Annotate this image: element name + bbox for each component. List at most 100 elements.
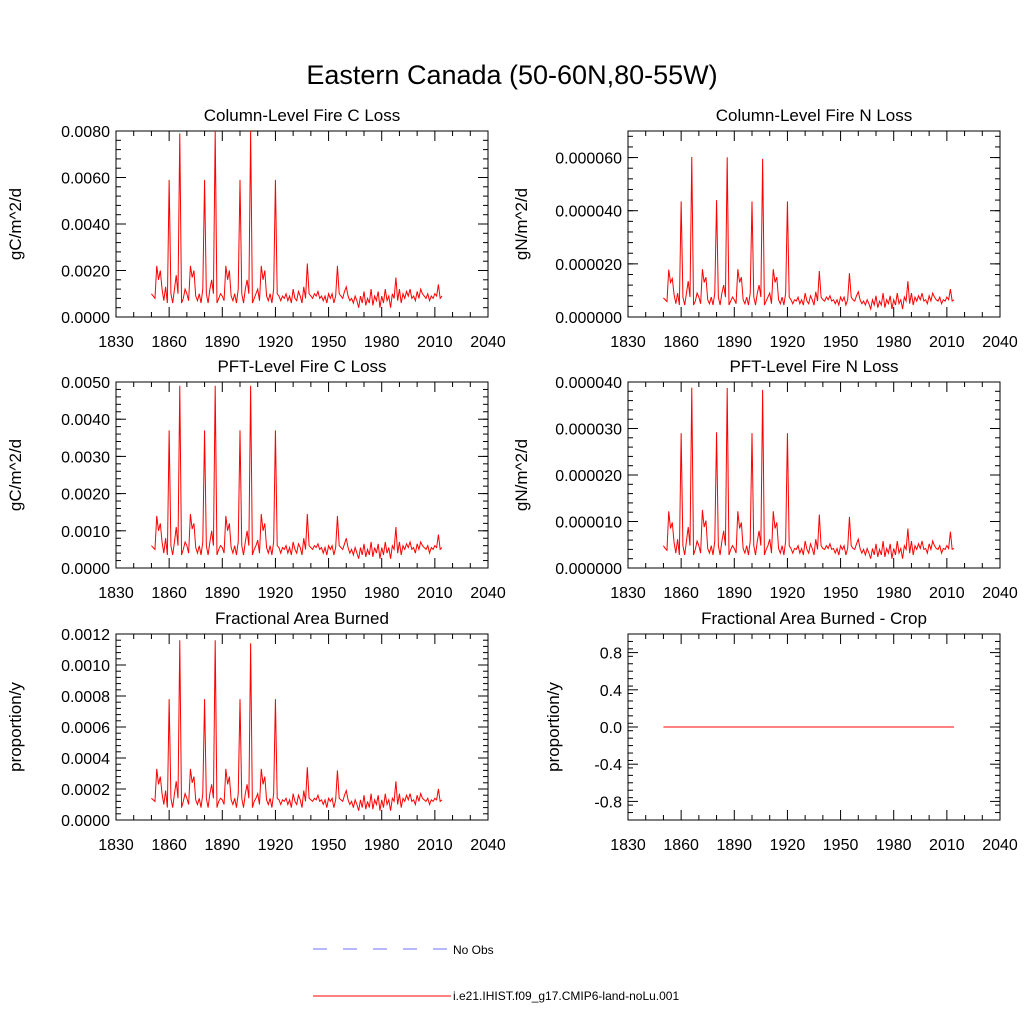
series-line <box>151 130 443 308</box>
x-tick-label: 1980 <box>364 837 400 854</box>
panel-1: Column-Level Fire C Loss gC/m^2/d 1830 1860… <box>6 106 506 351</box>
y-tick-label: 0.4 <box>600 683 622 700</box>
x-tick-label: 1920 <box>770 334 806 351</box>
x-tick-label: 1890 <box>716 837 752 854</box>
plot-frame <box>115 130 489 318</box>
x-tick-label: 2010 <box>929 334 965 351</box>
y-tick-label: -0.8 <box>594 794 622 811</box>
series-line <box>151 640 443 811</box>
panel-5: Fractional Area Burned proportion/y 1830 18… <box>6 609 506 854</box>
y-tick-label: 0.0010 <box>61 524 110 541</box>
x-tick-label: 1830 <box>610 837 646 854</box>
x-tick-label: 1920 <box>258 334 294 351</box>
panel-3: PFT-Level Fire C Loss gC/m^2/d 1830 1860 189… <box>6 357 506 602</box>
y-tick-label: 0.0000 <box>61 561 110 578</box>
x-tick-label: 1830 <box>610 585 646 602</box>
panel-title: Fractional Area Burned <box>215 609 389 628</box>
y-tick-label: 0.000060 <box>555 151 622 168</box>
plot-frame <box>115 633 489 821</box>
series-line <box>663 387 955 559</box>
x-tick-label: 1950 <box>311 837 347 854</box>
legend-label-no-obs: No Obs <box>453 943 494 957</box>
y-tick-label: -0.4 <box>594 757 622 774</box>
panel-2: Column-Level Fire N Loss gN/m^2/d 1830 1860… <box>512 106 1018 351</box>
y-tick-label: 0.0012 <box>61 627 110 644</box>
series-line <box>663 157 955 312</box>
plot-frame <box>627 381 1001 569</box>
x-tick-label: 1860 <box>151 334 187 351</box>
y-tick-label: 0.0060 <box>61 171 110 188</box>
x-tick-label: 1950 <box>823 837 859 854</box>
legend: No Obs i.e21.IHIST.f09_g17.CMIP6-land-no… <box>313 943 679 1003</box>
y-axis-label: gC/m^2/d <box>6 439 25 511</box>
x-tick-label: 1830 <box>98 585 134 602</box>
y-tick-label: 0.0050 <box>61 375 110 392</box>
y-tick-label: 0.0080 <box>61 124 110 141</box>
x-tick-label: 1920 <box>258 585 294 602</box>
y-tick-label: 0.0010 <box>61 658 110 675</box>
y-tick-label: 0.0030 <box>61 449 110 466</box>
figure-title: Eastern Canada (50-60N,80-55W) <box>306 60 717 90</box>
x-tick-label: 1980 <box>876 837 912 854</box>
x-tick-label: 2040 <box>982 837 1018 854</box>
panel-title: PFT-Level Fire C Loss <box>217 357 386 376</box>
y-axis-label: gN/m^2/d <box>512 188 531 260</box>
y-tick-label: 0.000000 <box>555 561 622 578</box>
y-tick-label: 0.0040 <box>61 217 110 234</box>
panel-title: Column-Level Fire N Loss <box>716 106 913 125</box>
x-tick-label: 2040 <box>470 334 506 351</box>
x-tick-label: 1950 <box>823 334 859 351</box>
y-tick-label: 0.0002 <box>61 782 110 799</box>
y-tick-label: 0.000020 <box>555 257 622 274</box>
panel-title: Column-Level Fire C Loss <box>204 106 401 125</box>
x-tick-label: 2010 <box>929 837 965 854</box>
x-tick-label: 1830 <box>98 837 134 854</box>
x-tick-label: 1920 <box>258 837 294 854</box>
panel-title: PFT-Level Fire N Loss <box>729 357 898 376</box>
y-tick-label: 0.000040 <box>555 204 622 221</box>
y-tick-label: 0.000040 <box>555 375 622 392</box>
panel-title: Fractional Area Burned - Crop <box>701 609 927 628</box>
panels: Column-Level Fire C Loss gC/m^2/d 1830 1860… <box>6 106 1018 854</box>
x-tick-label: 2010 <box>929 585 965 602</box>
x-tick-label: 1980 <box>876 585 912 602</box>
x-tick-label: 1890 <box>204 334 240 351</box>
x-tick-label: 2010 <box>417 585 453 602</box>
x-tick-label: 2040 <box>470 837 506 854</box>
y-tick-label: 0.0040 <box>61 412 110 429</box>
x-tick-label: 1890 <box>204 585 240 602</box>
y-tick-label: 0.000030 <box>555 422 622 439</box>
y-tick-label: 0.0 <box>600 720 622 737</box>
series-line <box>151 385 443 559</box>
y-tick-label: 0.0004 <box>61 751 110 768</box>
x-tick-label: 1860 <box>151 837 187 854</box>
x-tick-label: 1830 <box>610 334 646 351</box>
x-tick-label: 1950 <box>311 585 347 602</box>
x-tick-label: 2040 <box>982 334 1018 351</box>
y-axis-label: proportion/y <box>544 682 563 772</box>
x-tick-label: 1890 <box>716 585 752 602</box>
x-tick-label: 1950 <box>823 585 859 602</box>
y-tick-label: 0.8 <box>600 646 622 663</box>
x-tick-label: 2010 <box>417 334 453 351</box>
x-tick-label: 1890 <box>204 837 240 854</box>
panel-6: Fractional Area Burned - Crop proportion/… <box>544 609 1018 854</box>
x-tick-label: 1890 <box>716 334 752 351</box>
x-tick-label: 1860 <box>151 585 187 602</box>
x-tick-label: 1980 <box>364 585 400 602</box>
y-axis-label: gN/m^2/d <box>512 439 531 511</box>
legend-label-model-run: i.e21.IHIST.f09_g17.CMIP6-land-noLu.001 <box>453 989 679 1003</box>
x-tick-label: 1860 <box>663 837 699 854</box>
plot-frame <box>627 130 1001 318</box>
y-axis-label: gC/m^2/d <box>6 188 25 260</box>
y-tick-label: 0.0000 <box>61 813 110 830</box>
y-tick-label: 0.0020 <box>61 487 110 504</box>
x-tick-label: 1920 <box>770 837 806 854</box>
x-tick-label: 1860 <box>663 334 699 351</box>
y-tick-label: 0.000010 <box>555 515 622 532</box>
y-tick-label: 0.0006 <box>61 720 110 737</box>
x-tick-label: 1950 <box>311 334 347 351</box>
x-tick-label: 2040 <box>982 585 1018 602</box>
x-tick-label: 1830 <box>98 334 134 351</box>
